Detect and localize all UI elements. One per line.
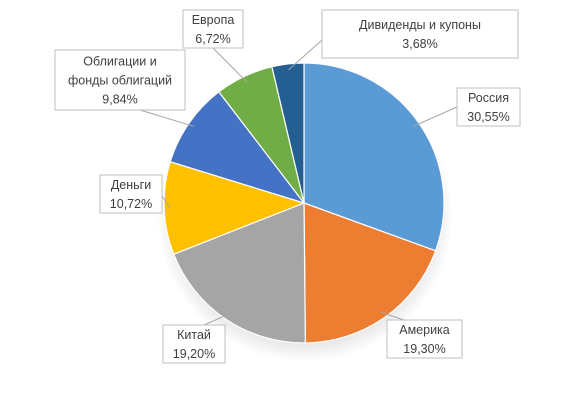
- leader-line: [161, 195, 171, 209]
- data-label: Дивиденды и купоны 3,68%: [321, 9, 519, 59]
- data-label-box: [386, 319, 463, 359]
- data-label-category: Облигации и: [83, 55, 156, 69]
- data-label-box: [54, 49, 186, 111]
- data-label-value: 30,55%: [467, 110, 509, 124]
- leader-line: [381, 311, 405, 321]
- data-label-box: [456, 87, 521, 127]
- pie-slice: [303, 62, 445, 252]
- data-label-value: 10,72%: [110, 197, 152, 211]
- data-label-category: Европа: [192, 13, 235, 27]
- data-label: Облигации и фонды облигаций 9,84%: [54, 49, 186, 111]
- data-label-box: [99, 174, 163, 214]
- leader-line: [413, 106, 458, 127]
- data-label-value: 6,72%: [195, 32, 230, 46]
- leader-line: [203, 313, 230, 326]
- leader-lines: [139, 39, 458, 326]
- data-label-box: [321, 9, 519, 59]
- data-label-category: Америка: [399, 323, 450, 337]
- data-label-category: Россия: [468, 91, 509, 105]
- data-label: Америка 19,30%: [386, 319, 463, 359]
- pie-slice: [169, 90, 306, 205]
- pie-slices: [163, 62, 445, 344]
- data-label-box: [182, 9, 244, 49]
- data-label-category: Деньги: [111, 178, 151, 192]
- leader-line: [212, 47, 248, 83]
- data-labels: Россия 30,55% Америка 19,30% Китай 19,20% День…: [54, 9, 521, 364]
- pie-slice: [271, 62, 305, 204]
- pie-slice: [172, 202, 306, 344]
- data-label-value: 9,84%: [102, 93, 137, 107]
- data-label-category: Дивиденды и купоны: [359, 18, 481, 32]
- data-label: Деньги 10,72%: [99, 174, 163, 214]
- data-label-value: 3,68%: [402, 37, 437, 51]
- data-label-category: Китай: [177, 328, 211, 342]
- leader-line: [288, 39, 323, 71]
- pie-slice: [303, 202, 437, 344]
- pie-slice: [163, 160, 306, 255]
- data-label: Китай 19,20%: [162, 324, 226, 364]
- data-label-box: [162, 324, 226, 364]
- data-label-value: 19,20%: [173, 347, 215, 361]
- data-label-value: 19,30%: [403, 342, 445, 356]
- data-label-category: фонды облигаций: [68, 74, 172, 88]
- data-label: Европа 6,72%: [182, 9, 244, 49]
- data-label: Россия 30,55%: [456, 87, 521, 127]
- leader-line: [139, 109, 195, 127]
